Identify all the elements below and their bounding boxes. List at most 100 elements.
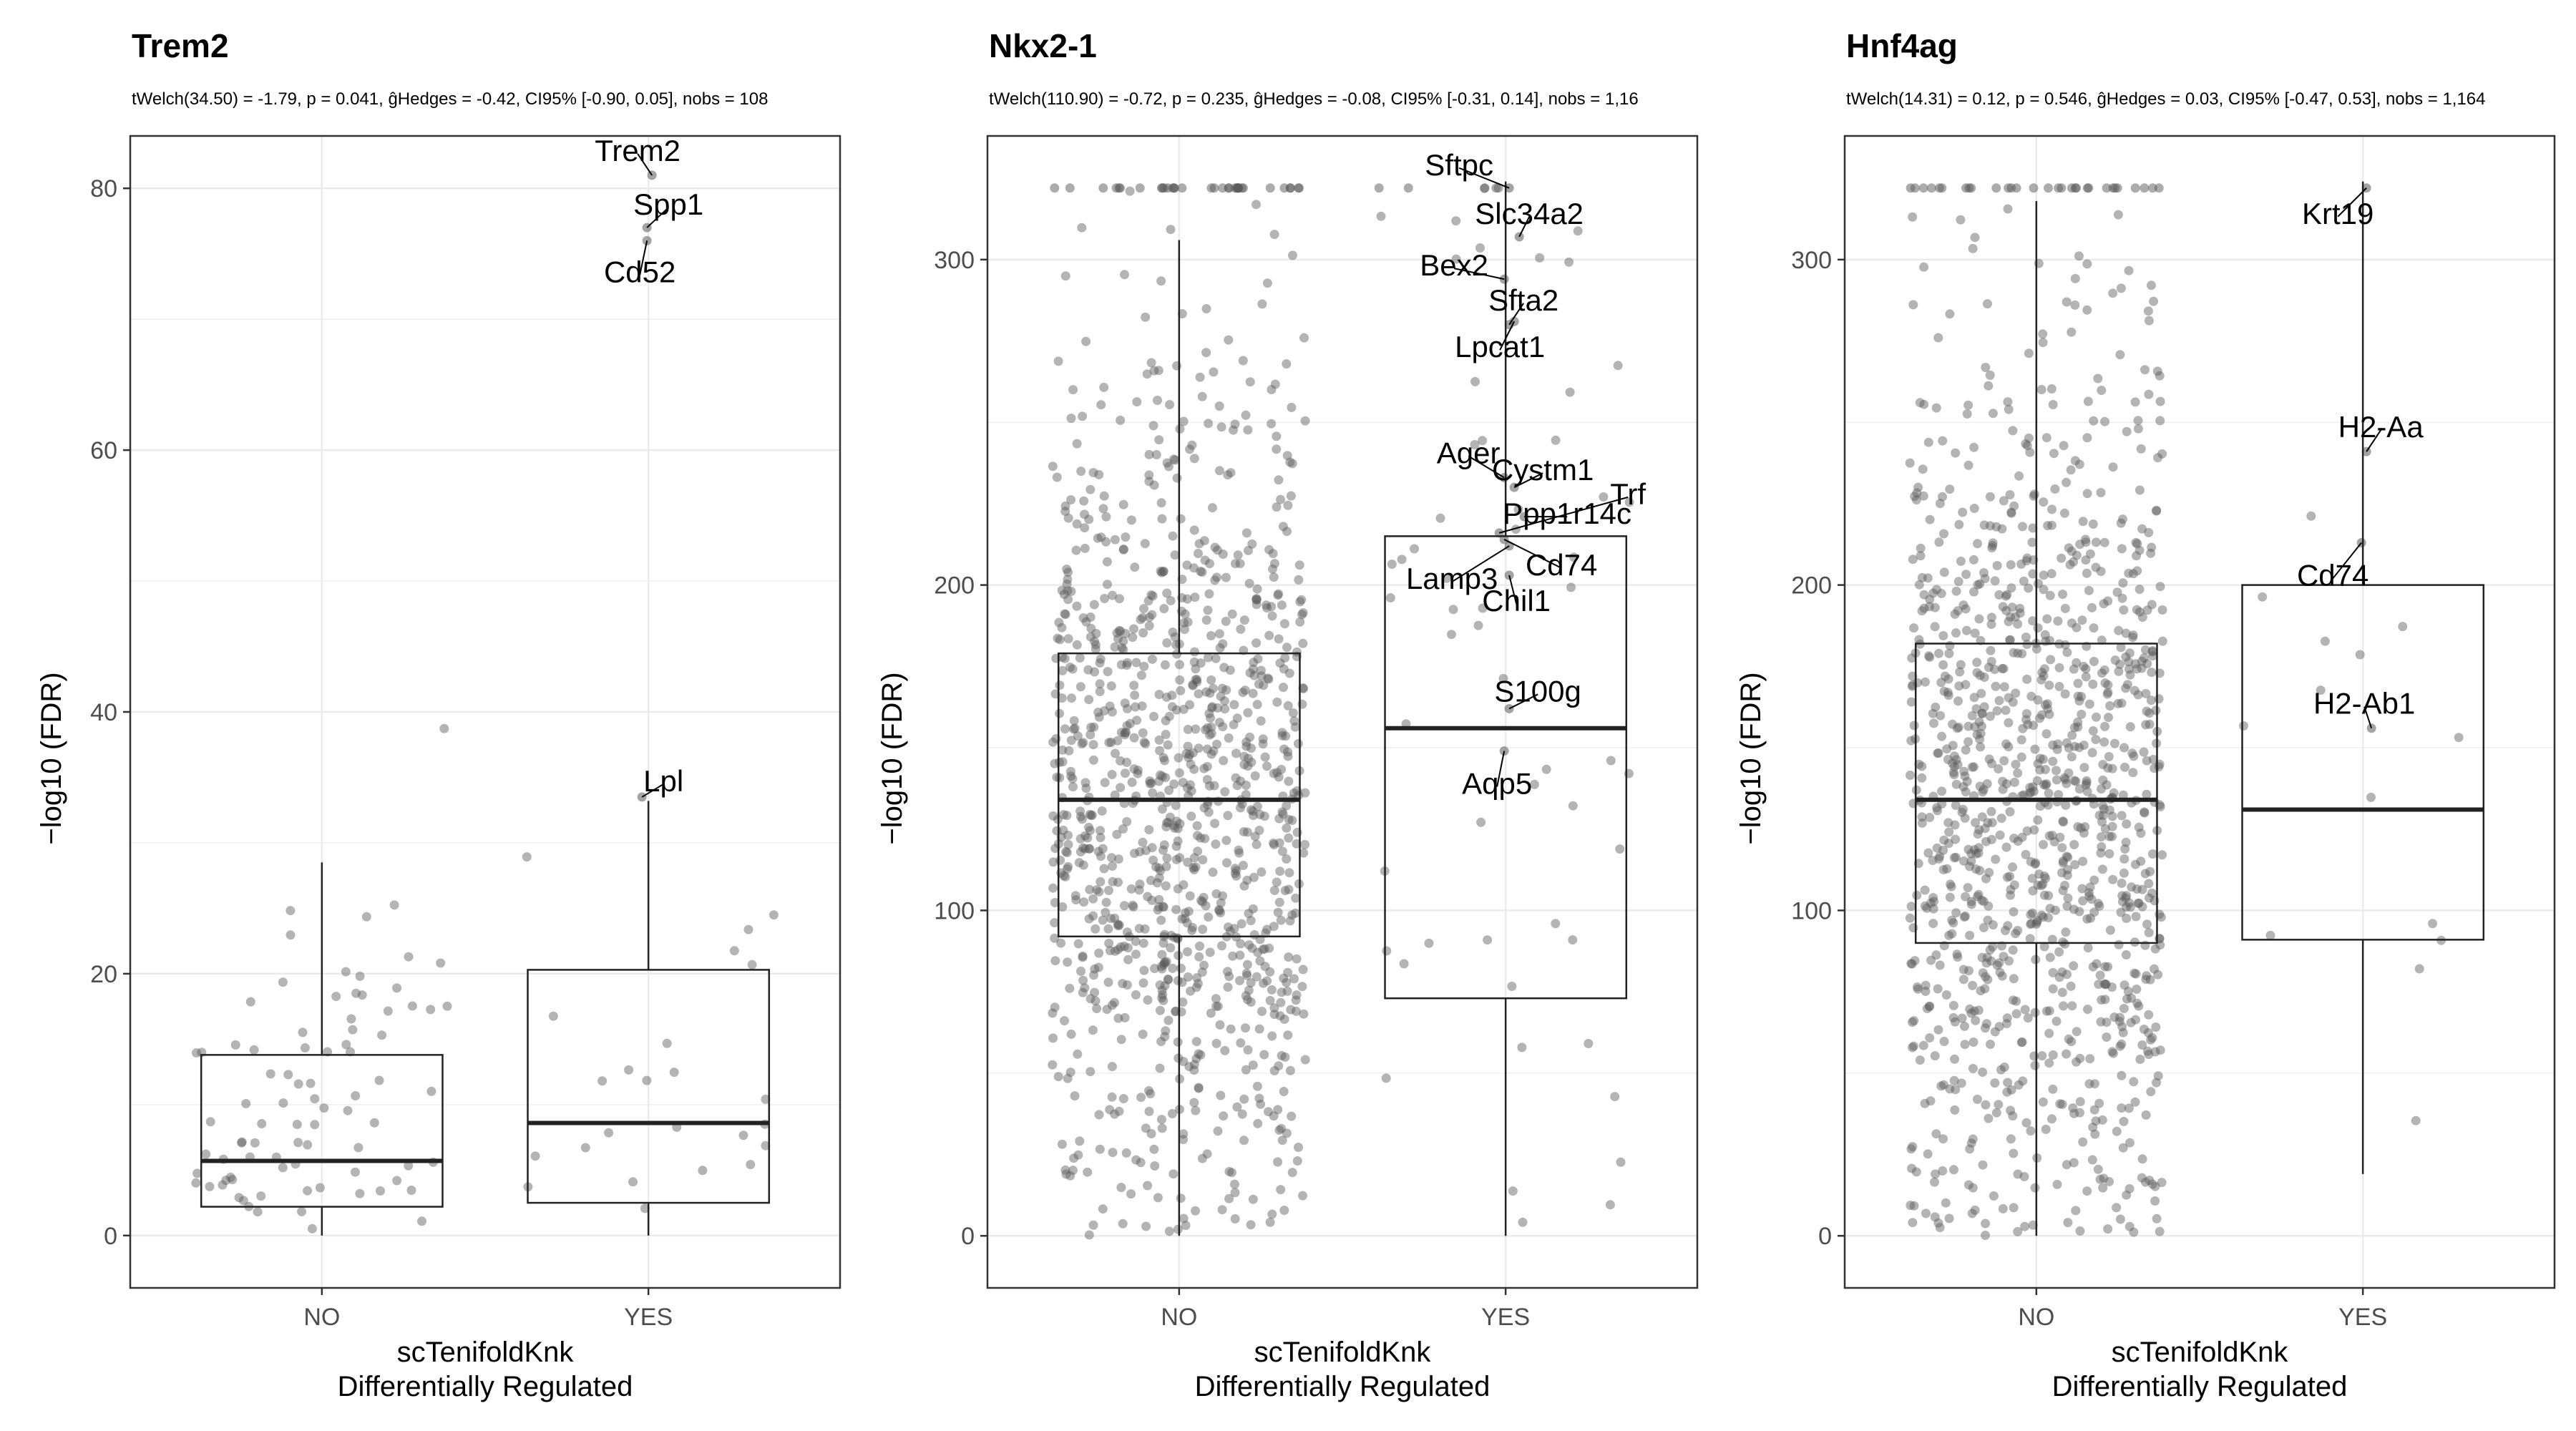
data-point xyxy=(2003,1078,2013,1088)
data-point xyxy=(1063,861,1073,871)
data-point xyxy=(1096,833,1106,843)
data-point xyxy=(2041,874,2051,884)
data-point xyxy=(2097,832,2106,842)
data-point xyxy=(2021,715,2031,725)
data-point xyxy=(2009,974,2019,984)
data-point xyxy=(2104,805,2114,815)
data-point xyxy=(1284,776,1294,786)
data-point xyxy=(1961,745,1971,755)
data-point xyxy=(1971,818,1981,828)
data-point xyxy=(1063,595,1073,605)
data-point xyxy=(1961,892,1971,902)
data-point xyxy=(1236,919,1246,929)
data-point xyxy=(1193,846,1203,856)
data-point xyxy=(1085,884,1095,894)
data-point-capped xyxy=(1480,183,1490,193)
data-point xyxy=(1225,927,1235,936)
data-point xyxy=(1275,1011,1285,1021)
data-point xyxy=(1934,537,1944,547)
data-point xyxy=(1078,411,1088,421)
point-label: Aqp5 xyxy=(1462,767,1532,801)
data-point-capped xyxy=(1918,183,1928,193)
data-point xyxy=(2107,1047,2117,1057)
point-label: H2-Aa xyxy=(2338,410,2424,444)
data-point xyxy=(2088,726,2098,736)
data-point xyxy=(2075,1226,2085,1236)
data-point xyxy=(1083,1167,1093,1177)
data-point xyxy=(1212,739,1221,749)
data-point xyxy=(1144,477,1154,487)
data-point xyxy=(341,1040,351,1050)
data-point-capped xyxy=(2147,183,2157,193)
data-point xyxy=(1201,687,1211,697)
data-point xyxy=(769,910,779,920)
data-point xyxy=(1934,854,1944,864)
data-point xyxy=(1236,624,1246,634)
data-point xyxy=(1984,1113,1994,1123)
data-point xyxy=(1279,973,1289,983)
data-point xyxy=(2033,695,2043,705)
data-point xyxy=(1921,987,1931,996)
data-point xyxy=(1214,629,1224,639)
data-point xyxy=(2157,605,2167,615)
data-point xyxy=(2152,506,2162,516)
data-point xyxy=(1909,1016,1919,1026)
data-point xyxy=(1258,944,1268,954)
data-point xyxy=(1451,254,1461,264)
data-point xyxy=(2128,768,2138,778)
data-point xyxy=(1250,831,1260,841)
data-point xyxy=(1981,972,1991,982)
data-point xyxy=(1107,1092,1117,1102)
data-point xyxy=(1290,908,1300,918)
data-point xyxy=(2090,1129,2100,1139)
data-point xyxy=(1287,1168,1297,1178)
data-point xyxy=(2062,901,2072,911)
data-point xyxy=(1210,819,1220,829)
data-point xyxy=(1938,1134,1948,1144)
data-point xyxy=(1113,944,1123,954)
data-point-capped xyxy=(1403,183,1413,193)
data-point xyxy=(1934,648,1943,658)
data-point xyxy=(1951,908,1961,918)
data-point xyxy=(1239,760,1249,769)
label-leader xyxy=(637,153,653,176)
point-label: Sfta2 xyxy=(1488,283,1558,317)
data-point xyxy=(2069,557,2079,567)
data-point xyxy=(1910,956,1920,966)
data-point xyxy=(2018,1076,2028,1086)
data-point xyxy=(1284,814,1294,824)
data-point xyxy=(1068,773,1078,783)
data-point xyxy=(2039,671,2049,680)
data-point xyxy=(1204,781,1214,791)
data-point xyxy=(1292,990,1302,1000)
data-point xyxy=(2093,373,2103,384)
data-point xyxy=(1097,806,1107,816)
data-point xyxy=(2104,849,2114,859)
data-point xyxy=(2114,1017,2124,1026)
data-point xyxy=(1217,683,1227,693)
data-point xyxy=(1050,1002,1060,1012)
x-ticks: NO YES xyxy=(2018,1288,2387,1331)
data-point xyxy=(241,1099,251,1108)
data-point xyxy=(1230,1214,1240,1224)
data-point xyxy=(1470,440,1480,449)
data-point xyxy=(1917,606,1927,616)
data-point xyxy=(1913,482,1923,492)
data-point xyxy=(2047,1114,2057,1124)
data-point xyxy=(1960,911,1970,921)
data-point xyxy=(2096,1017,2106,1027)
data-point xyxy=(253,1207,263,1217)
data-point xyxy=(1075,834,1085,844)
data-point xyxy=(1190,592,1200,602)
data-point xyxy=(1937,731,1947,741)
data-point-capped xyxy=(2054,183,2064,193)
data-point xyxy=(1908,1042,1918,1053)
data-point xyxy=(1173,836,1183,846)
data-point xyxy=(1095,658,1105,668)
data-point xyxy=(1260,752,1270,762)
data-point xyxy=(1094,469,1104,479)
data-point xyxy=(2082,568,2092,578)
data-point xyxy=(2054,663,2064,673)
data-point xyxy=(1277,987,1287,997)
data-point xyxy=(2040,630,2050,640)
